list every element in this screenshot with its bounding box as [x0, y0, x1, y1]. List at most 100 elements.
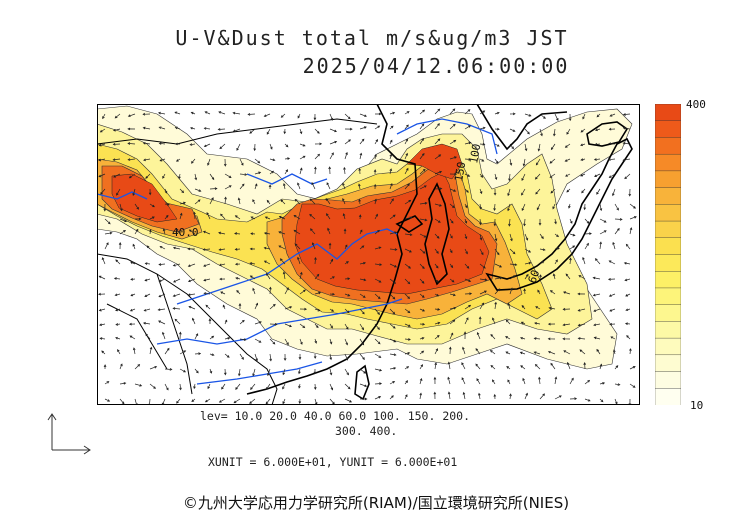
- wind-vector: [566, 188, 571, 193]
- wind-vector: [217, 128, 226, 131]
- wind-vector: [250, 216, 256, 220]
- wind-vector: [374, 125, 381, 130]
- wind-vector: [326, 182, 331, 190]
- wind-vector: [115, 323, 121, 326]
- wind-vector: [236, 143, 241, 151]
- wind-vector: [448, 346, 452, 355]
- wind-vector: [158, 320, 166, 325]
- rivers: [97, 118, 498, 385]
- wind-vector: [374, 138, 378, 145]
- wind-vector: [98, 292, 106, 296]
- wind-vector: [419, 168, 426, 175]
- wind-vector: [519, 351, 526, 355]
- wind-vector: [164, 188, 168, 194]
- wind-vector: [134, 217, 142, 221]
- wind-vector: [569, 218, 573, 224]
- wind-vector: [329, 398, 335, 405]
- wind-vector: [537, 143, 541, 152]
- wind-vector: [224, 185, 232, 190]
- wind-vector: [344, 383, 351, 390]
- wind-vector: [298, 368, 301, 375]
- wind-vector: [433, 376, 437, 385]
- wind-vector: [433, 391, 437, 400]
- wind-vector: [534, 321, 541, 325]
- wind-vector: [224, 353, 230, 358]
- wind-vector: [209, 197, 214, 205]
- wind-vector: [358, 167, 362, 175]
- wind-vector: [550, 143, 556, 151]
- wind-vector: [535, 306, 541, 310]
- wind-vector: [263, 260, 271, 265]
- wind-vector: [179, 201, 186, 205]
- pearl-river: [196, 361, 323, 385]
- wind-vector: [374, 293, 381, 300]
- wind-vector: [419, 218, 428, 222]
- wind-vector: [314, 338, 318, 344]
- wind-vector: [344, 368, 350, 376]
- wind-vector: [434, 348, 439, 355]
- wind-vector: [449, 306, 457, 310]
- wind-vector: [234, 215, 241, 220]
- wind-vector: [314, 291, 322, 295]
- wind-vector: [449, 332, 454, 340]
- wind-vector: [522, 158, 526, 167]
- wind-vector: [389, 338, 397, 343]
- wind-vector: [113, 173, 121, 178]
- wind-vector: [344, 277, 351, 281]
- wind-vector: [187, 263, 196, 267]
- wind-vector: [493, 393, 497, 400]
- wind-vector: [103, 364, 107, 370]
- wind-vector: [509, 275, 517, 280]
- wind-vector: [203, 143, 211, 148]
- wind-vector: [583, 203, 587, 211]
- colorbar: [654, 103, 682, 406]
- wind-vector: [234, 232, 241, 235]
- wind-vector: [607, 277, 616, 281]
- wind-vector: [404, 199, 412, 205]
- wind-vector: [577, 323, 586, 327]
- wind-vector: [236, 289, 241, 295]
- wind-vector: [374, 246, 382, 250]
- wind-vector: [158, 293, 166, 298]
- wind-vector: [404, 248, 412, 253]
- wind-vector: [493, 188, 497, 196]
- wind-vector: [254, 158, 261, 164]
- wind-vector: [592, 293, 601, 297]
- wind-vector: [172, 293, 181, 297]
- wind-vector: [494, 248, 500, 256]
- wind-vector: [563, 350, 571, 355]
- wind-vector: [115, 308, 121, 312]
- wind-vector: [263, 231, 271, 235]
- wind-vector: [309, 213, 316, 220]
- wind-vector: [373, 183, 377, 190]
- colorbar-swatch: [654, 271, 682, 289]
- wind-vector: [593, 323, 601, 327]
- wind-vector: [374, 353, 382, 358]
- coastline-hokkaido: [586, 121, 629, 147]
- colorbar-swatch: [654, 170, 682, 189]
- wind-vector: [505, 351, 511, 355]
- wind-vector: [489, 349, 496, 355]
- wind-vector: [280, 199, 286, 205]
- wind-vector: [449, 203, 455, 208]
- wind-vector: [329, 323, 333, 329]
- wind-vector: [547, 337, 556, 341]
- wind-vector: [554, 218, 557, 225]
- wind-vector: [434, 362, 438, 370]
- wind-vector: [179, 188, 185, 194]
- wind-vector: [539, 128, 543, 137]
- wind-vector: [102, 113, 106, 120]
- wind-vector: [434, 293, 440, 297]
- wind-vector: [562, 337, 571, 341]
- wind-vector: [449, 248, 453, 254]
- wind-vector: [299, 289, 306, 295]
- wind-vector: [219, 143, 226, 150]
- wind-vector: [538, 219, 542, 226]
- wind-vector: [327, 227, 331, 235]
- wind-vector: [608, 173, 616, 178]
- wind-vector: [594, 173, 601, 177]
- wind-vector: [538, 376, 541, 385]
- wind-vector: [494, 173, 498, 180]
- wind-vector: [479, 158, 485, 162]
- colorbar-swatch: [654, 371, 682, 389]
